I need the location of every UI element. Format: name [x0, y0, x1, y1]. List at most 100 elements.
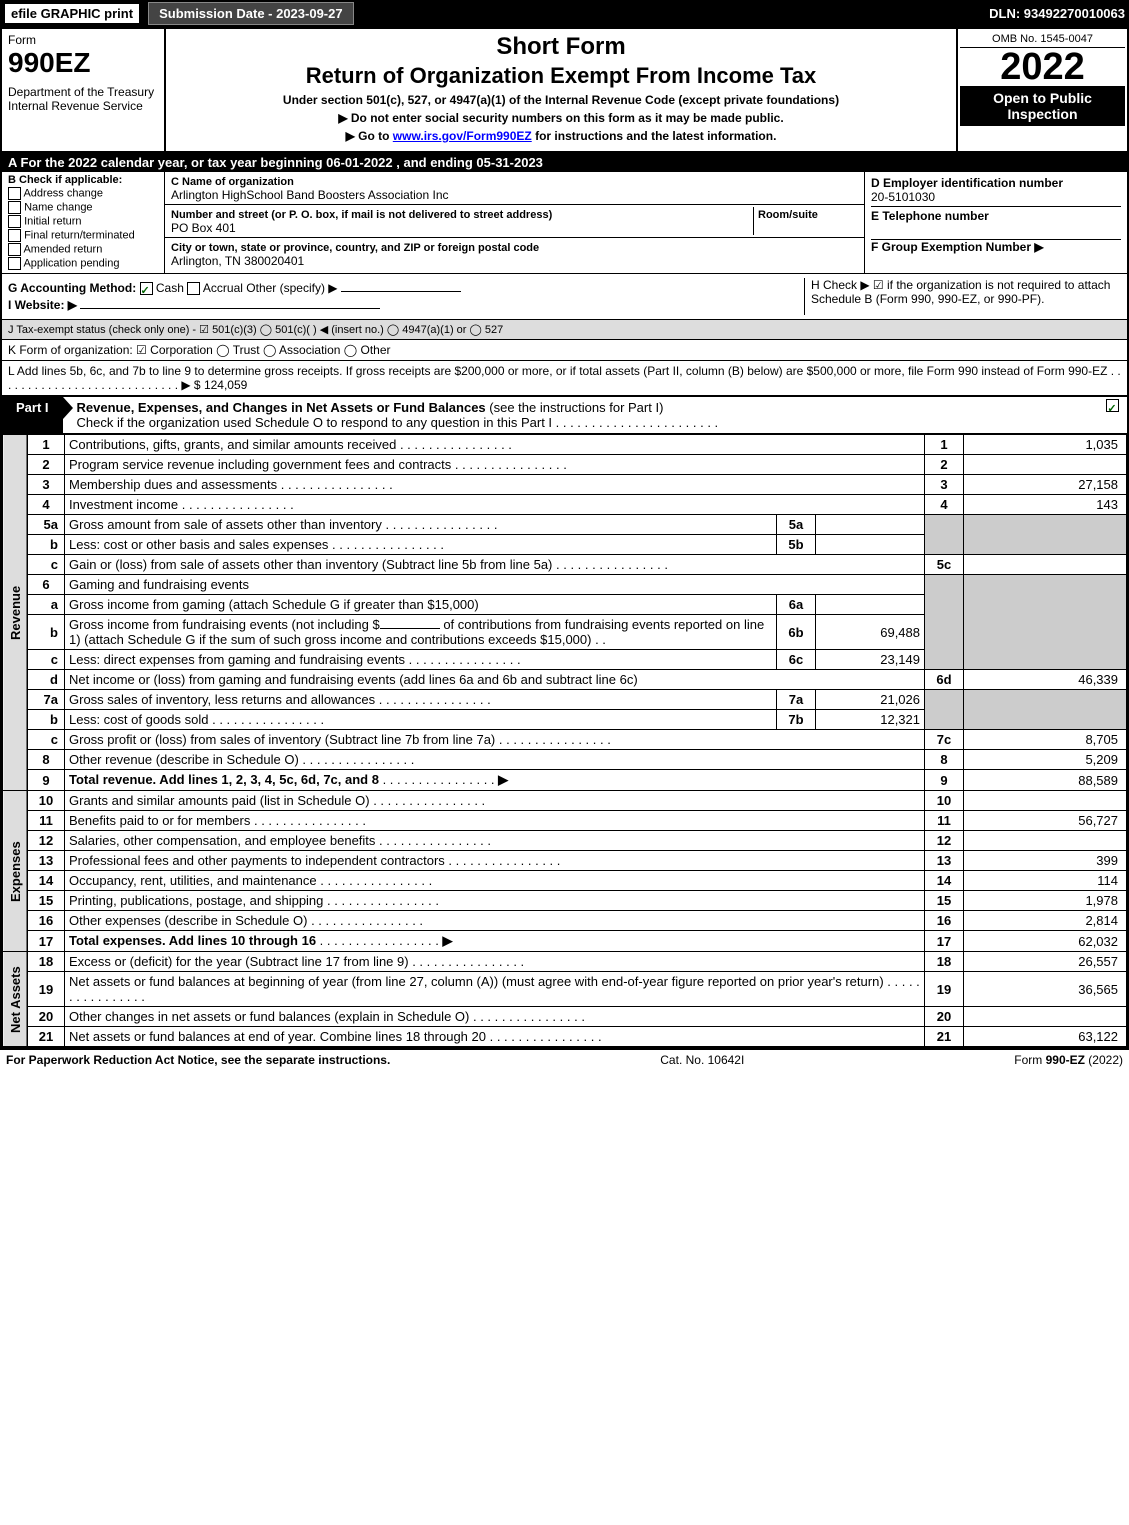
lbl-app-pending: Application pending [23, 257, 119, 269]
cb-accrual[interactable] [187, 282, 200, 295]
tax-year: 2022 [960, 48, 1125, 86]
line-10-val [964, 791, 1127, 811]
line-4-desc: Investment income [65, 495, 925, 515]
under-section: Under section 501(c), 527, or 4947(a)(1)… [174, 93, 948, 107]
line-3-desc: Membership dues and assessments [65, 475, 925, 495]
cb-initial-return[interactable] [8, 215, 21, 228]
cb-final-return[interactable] [8, 229, 21, 242]
line-8-val: 5,209 [964, 750, 1127, 770]
goto-pre: ▶ Go to [346, 129, 393, 143]
line-7a-desc: Gross sales of inventory, less returns a… [65, 690, 777, 710]
j-tax-exempt: J Tax-exempt status (check only one) - ☑… [2, 320, 1127, 340]
lbl-initial-return: Initial return [24, 215, 81, 227]
l-value: 124,059 [204, 378, 247, 392]
lbl-final-return: Final return/terminated [24, 229, 135, 241]
line-9-val: 88,589 [964, 770, 1127, 791]
line-7b-desc: Less: cost of goods sold [65, 710, 777, 730]
line-15-val: 1,978 [964, 891, 1127, 911]
line-21-val: 63,122 [964, 1027, 1127, 1047]
line-6a-miniv [816, 595, 925, 615]
line-21-desc: Net assets or fund balances at end of ye… [65, 1027, 925, 1047]
line-7a-miniv: 21,026 [816, 690, 925, 710]
line-a: A For the 2022 calendar year, or tax yea… [2, 153, 1127, 172]
dept-treasury: Department of the Treasury [8, 85, 158, 99]
line-18-val: 26,557 [964, 952, 1127, 972]
line-6b-desc: Gross income from fundraising events (no… [65, 615, 777, 650]
line-5c-val [964, 555, 1127, 575]
footer-left: For Paperwork Reduction Act Notice, see … [6, 1053, 390, 1067]
line-6a-desc: Gross income from gaming (attach Schedul… [65, 595, 777, 615]
line-19-val: 36,565 [964, 972, 1127, 1007]
sec-b-label: B Check if applicable: [8, 174, 122, 186]
lbl-other-method: Other (specify) ▶ [246, 281, 337, 295]
org-city: Arlington, TN 380020401 [171, 254, 304, 268]
cb-amended[interactable] [8, 243, 21, 256]
line-5b-miniv [816, 535, 925, 555]
lbl-amended: Amended return [23, 243, 102, 255]
line-13-desc: Professional fees and other payments to … [65, 851, 925, 871]
line-5a-miniv [816, 515, 925, 535]
k-form-org: K Form of organization: ☑ Corporation ◯ … [2, 340, 1127, 361]
sec-c-addr-lbl: Number and street (or P. O. box, if mail… [171, 209, 552, 221]
lbl-address-change: Address change [23, 187, 103, 199]
lbl-cash: Cash [156, 281, 184, 295]
line-5a-desc: Gross amount from sale of assets other t… [65, 515, 777, 535]
cb-name-change[interactable] [8, 201, 21, 214]
footer-mid: Cat. No. 10642I [660, 1053, 744, 1067]
line-20-val [964, 1007, 1127, 1027]
line-11-val: 56,727 [964, 811, 1127, 831]
open-inspection: Open to Public Inspection [960, 86, 1125, 126]
line-17-val: 62,032 [964, 931, 1127, 952]
cb-app-pending[interactable] [8, 257, 21, 270]
line-6d-val: 46,339 [964, 670, 1127, 690]
sec-c-name-lbl: C Name of organization [171, 176, 294, 188]
goto-post: for instructions and the latest informat… [532, 129, 777, 143]
line-1-val: 1,035 [964, 435, 1127, 455]
ein-value: 20-5101030 [871, 190, 935, 204]
cb-schedule-o[interactable] [1106, 399, 1119, 412]
line-3-val: 27,158 [964, 475, 1127, 495]
cb-cash[interactable] [140, 282, 153, 295]
line-4-val: 143 [964, 495, 1127, 515]
org-address: PO Box 401 [171, 221, 236, 235]
line-7c-val: 8,705 [964, 730, 1127, 750]
top-bar: efile GRAPHIC print Submission Date - 20… [0, 0, 1129, 27]
line-11-desc: Benefits paid to or for members [65, 811, 925, 831]
line-18-desc: Excess or (deficit) for the year (Subtra… [65, 952, 925, 972]
dept-irs: Internal Revenue Service [8, 99, 158, 113]
line-16-desc: Other expenses (describe in Schedule O) [65, 911, 925, 931]
form-word: Form [8, 33, 158, 47]
sec-c-city-lbl: City or town, state or province, country… [171, 242, 539, 254]
line-10-desc: Grants and similar amounts paid (list in… [65, 791, 925, 811]
line-2-val [964, 455, 1127, 475]
line-1-desc: Contributions, gifts, grants, and simila… [65, 435, 925, 455]
side-expenses: Expenses [3, 791, 28, 952]
tel-lbl: E Telephone number [871, 209, 989, 223]
line-6c-miniv: 23,149 [816, 650, 925, 670]
h-text: H Check ▶ ☑ if the organization is not r… [811, 278, 1110, 306]
grp-lbl: F Group Exemption Number ▶ [871, 240, 1044, 254]
dln: DLN: 93492270010063 [989, 6, 1125, 21]
line-6-desc: Gaming and fundraising events [65, 575, 925, 595]
line-17-desc: Total expenses. Add lines 10 through 16 … [65, 931, 925, 952]
efile-print-button[interactable]: efile GRAPHIC print [4, 3, 140, 24]
lbl-name-change: Name change [24, 201, 93, 213]
ein-lbl: D Employer identification number [871, 176, 1063, 190]
lbl-accrual: Accrual [203, 281, 243, 295]
cb-address-change[interactable] [8, 187, 21, 200]
submission-date: Submission Date - 2023-09-27 [148, 2, 354, 25]
line-14-val: 114 [964, 871, 1127, 891]
part-1-tab: Part I [2, 397, 63, 433]
part-1-title: Revenue, Expenses, and Changes in Net As… [77, 400, 486, 415]
irs-link[interactable]: www.irs.gov/Form990EZ [393, 129, 532, 143]
room-lbl: Room/suite [758, 209, 818, 221]
line-6d-desc: Net income or (loss) from gaming and fun… [65, 670, 925, 690]
line-7b-miniv: 12,321 [816, 710, 925, 730]
no-ssn-warning: ▶ Do not enter social security numbers o… [174, 111, 948, 125]
line-6b-miniv: 69,488 [816, 615, 925, 650]
line-6c-desc: Less: direct expenses from gaming and fu… [65, 650, 777, 670]
line-20-desc: Other changes in net assets or fund bala… [65, 1007, 925, 1027]
i-label: I Website: ▶ [8, 298, 77, 312]
line-14-desc: Occupancy, rent, utilities, and maintena… [65, 871, 925, 891]
form-title: Return of Organization Exempt From Incom… [174, 63, 948, 89]
